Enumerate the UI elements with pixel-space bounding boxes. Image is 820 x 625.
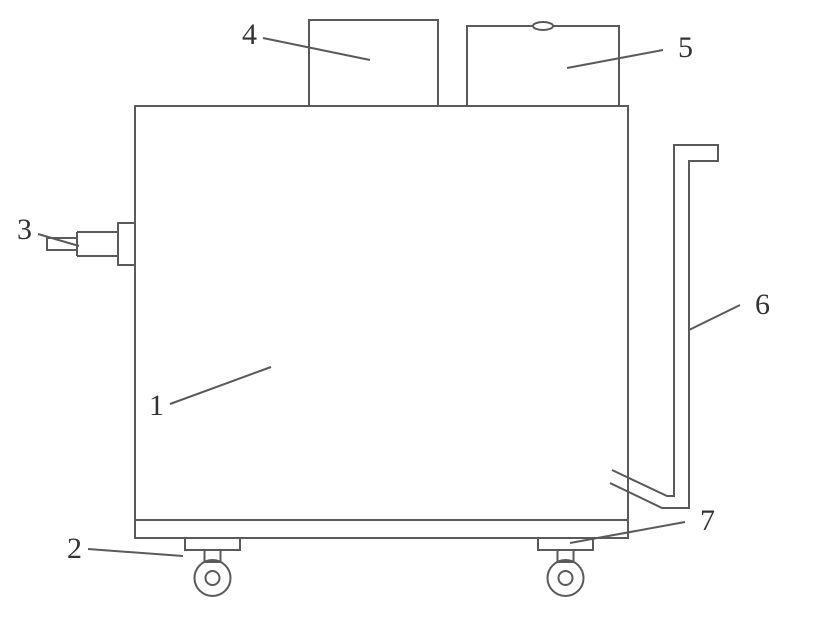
top-box-right <box>467 26 619 106</box>
top-box-left <box>309 20 438 106</box>
wheel-right-outer <box>548 560 584 596</box>
label-1: 1 <box>149 389 164 422</box>
top-box-right-cap <box>533 22 553 30</box>
leader-5 <box>567 50 663 68</box>
leader-3 <box>38 234 79 246</box>
leader-4 <box>263 38 370 60</box>
wheel-left-inner <box>206 571 220 585</box>
leader-2 <box>88 549 183 556</box>
left-port-flange <box>118 223 135 265</box>
label-7: 7 <box>700 504 715 537</box>
wheel-left <box>185 538 240 596</box>
leader-6 <box>689 305 740 330</box>
label-4: 4 <box>242 18 257 51</box>
base-plate <box>135 520 628 538</box>
wheel-right-inner <box>559 571 573 585</box>
wheel-left-mount <box>185 538 240 550</box>
label-2: 2 <box>67 532 82 565</box>
wheel-left-outer <box>195 560 231 596</box>
label-3: 3 <box>17 213 32 246</box>
label-6: 6 <box>755 288 770 321</box>
wheel-right <box>538 538 593 596</box>
label-5: 5 <box>678 31 693 64</box>
handle <box>610 145 718 508</box>
main-body <box>135 106 628 520</box>
leader-1 <box>170 367 271 404</box>
